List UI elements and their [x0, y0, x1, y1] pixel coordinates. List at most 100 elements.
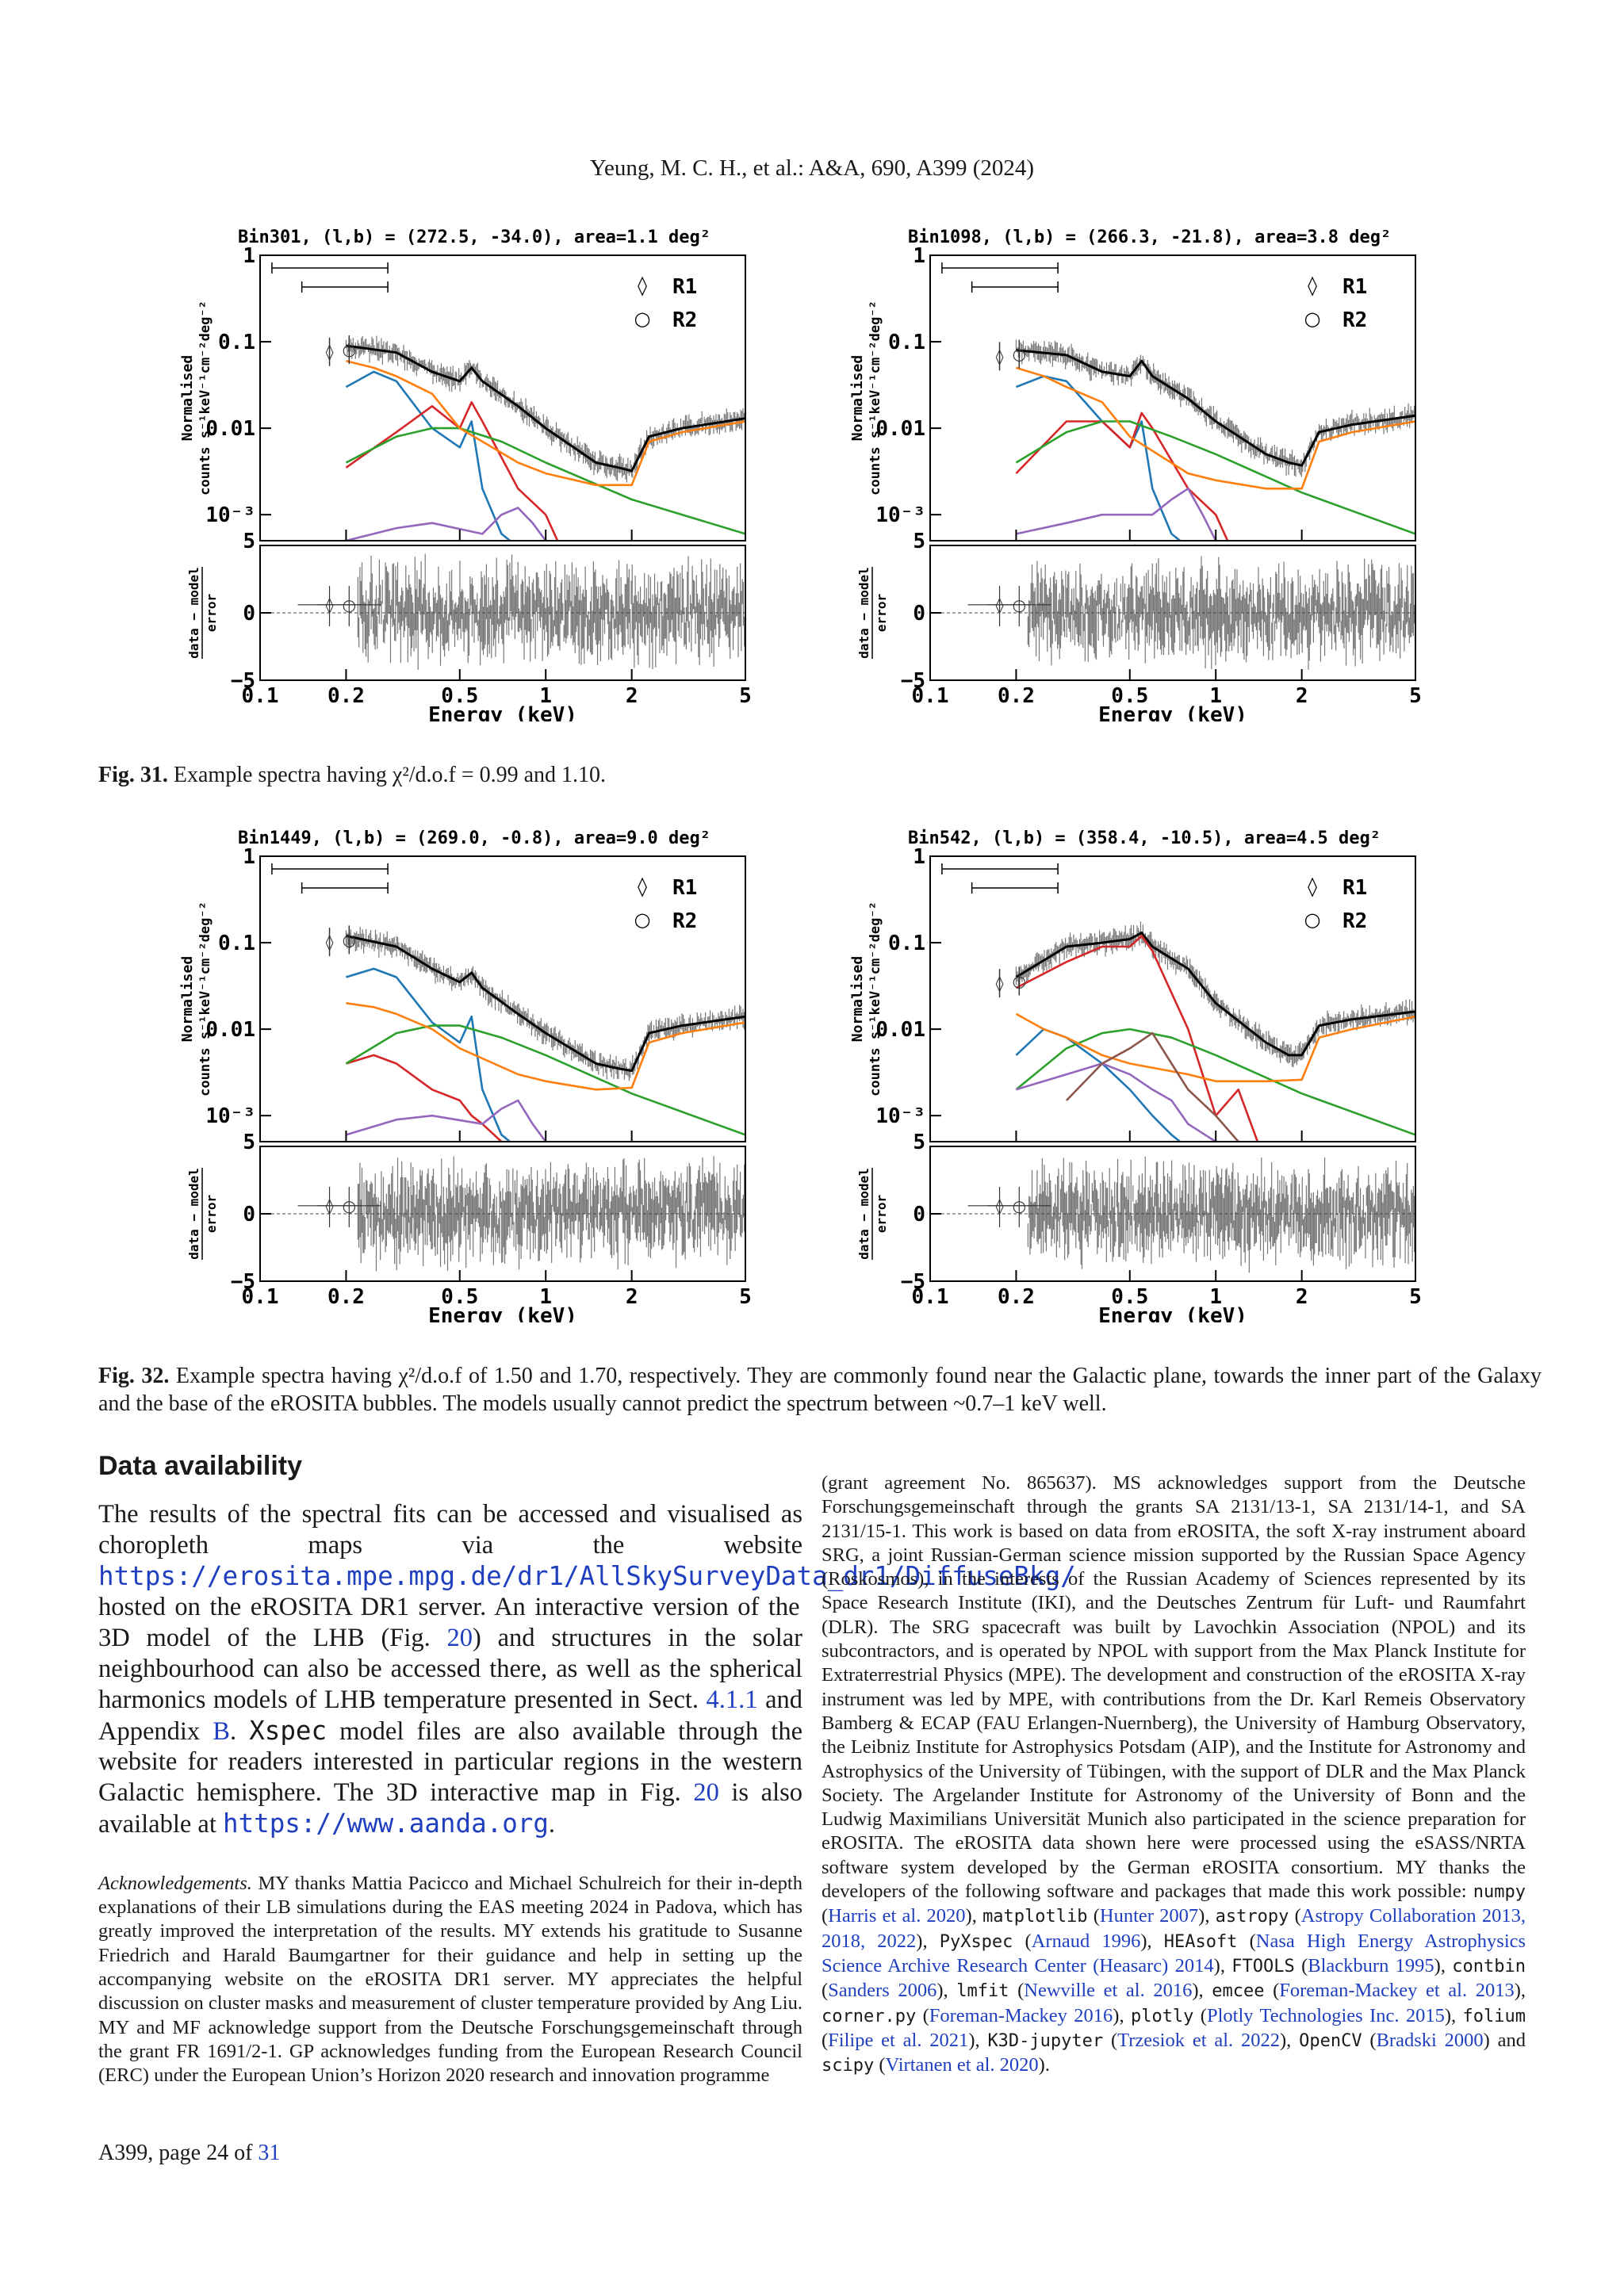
y-axis-label-res2: error: [204, 1195, 219, 1233]
y-axis-label-res2: error: [204, 594, 219, 632]
legend-r2-marker: ○: [634, 308, 651, 330]
citation-link[interactable]: Newville et al. 2016: [1024, 1980, 1193, 2002]
x-tick-label: 0.2: [327, 684, 365, 708]
fig-20-link[interactable]: 20: [446, 1624, 473, 1653]
fig-20-link-2[interactable]: 20: [693, 1778, 719, 1808]
r1-point: ◊: [326, 342, 334, 362]
software-name: FTOOLS: [1231, 1956, 1295, 1976]
spectrum-frame: [259, 855, 746, 1142]
appendix-b-link[interactable]: B: [213, 1716, 230, 1746]
model-curve-1: [346, 967, 511, 1142]
y-axis-label-top: Normalised counts s⁻¹keV⁻¹cm⁻²deg⁻²: [849, 300, 883, 496]
y-tick-label: 0: [243, 1203, 255, 1226]
running-header: Yeung, M. C. H., et al.: A&A, 690, A399 …: [589, 155, 1035, 181]
x-tick-label: 0.1: [912, 684, 949, 708]
citation-link[interactable]: Foreman-Mackey et al. 2013: [1279, 1980, 1515, 2002]
model-curves: [345, 344, 745, 541]
y-axis-label-line2: counts s⁻¹keV⁻¹cm⁻²deg⁻²: [868, 300, 883, 496]
software-list: numpy (Harris et al. 2020), matplotlib (…: [822, 1882, 1526, 2076]
spectrum-chart-bin1449: Bin1449, (l,b) = (269.0, -0.8), area=9.0…: [179, 828, 752, 1322]
x-tick-label: 2: [1296, 1285, 1308, 1309]
y-tick-label: 5: [243, 530, 255, 553]
x-tick-label: 0.1: [912, 1285, 949, 1309]
y-tick-label: 0.01: [875, 1018, 925, 1042]
r1-point: ◊: [326, 932, 334, 951]
page-total-link[interactable]: 31: [258, 2141, 281, 2165]
y-axis-label-bottom: data − model error: [186, 567, 219, 659]
x-tick-label: 5: [739, 684, 752, 708]
y-axis-label-line1: Normalised: [179, 355, 196, 441]
figure-31-caption: Fig. 31. Example spectra having χ²/d.o.f…: [98, 763, 607, 787]
model-curve-0: [346, 344, 745, 473]
y-axis-label-bottom: data − model error: [856, 567, 889, 659]
citation-link[interactable]: Trzesiok et al. 2022: [1117, 2029, 1280, 2051]
spectrum-frame: [929, 855, 1416, 1142]
y-tick-label: 0.1: [888, 932, 925, 955]
right-column: (grant agreement No. 865637). MS acknowl…: [822, 1472, 1526, 2076]
citation-link[interactable]: Arnaud 1996: [1031, 1930, 1141, 1952]
citation-link[interactable]: Blackburn 1995: [1308, 1954, 1434, 1976]
model-curve-4: [346, 360, 745, 487]
y-tick-label: 1: [243, 845, 255, 869]
data-availability-paragraph: The results of the spectral fits can be …: [98, 1500, 1076, 1839]
sect-link[interactable]: 4.1.1: [706, 1685, 758, 1714]
legend-r1-marker: ◊: [1308, 875, 1317, 897]
page-footer: A399, page 24 of 31: [98, 2141, 281, 2165]
y-tick-label: 1: [243, 244, 255, 268]
legend-r2: R2: [1342, 909, 1367, 933]
legend-r1-marker: ◊: [1308, 274, 1317, 297]
x-axis-label: Energy (keV): [428, 1304, 577, 1322]
model-curve-0: [1016, 349, 1415, 467]
r2-point: ○: [1013, 345, 1026, 364]
citation-link[interactable]: Bradski 2000: [1376, 2029, 1484, 2051]
x-tick-label: 5: [1409, 1285, 1422, 1309]
y-axis-label-top: Normalised counts s⁻¹keV⁻¹cm⁻²deg⁻²: [179, 901, 213, 1096]
citation-link[interactable]: Plotly Technologies Inc. 2015: [1206, 2004, 1445, 2026]
legend-r2: R2: [672, 308, 697, 332]
r2-residual: ○: [343, 1196, 356, 1215]
y-tick-label: 0.01: [205, 417, 255, 441]
aanda-link[interactable]: https://www.aanda.org: [223, 1808, 549, 1839]
y-axis-label-bottom: data − model error: [186, 1168, 219, 1260]
citation-link[interactable]: Foreman-Mackey 2016: [929, 2004, 1113, 2026]
data-url-link[interactable]: https://erosita.mpe.mpg.de/dr1/AllSkySur…: [98, 1560, 1076, 1591]
spectrum-panel-bin542: Bin542, (l,b) = (358.4, -10.5), area=4.5…: [813, 815, 1574, 1322]
residual-points: [1027, 1156, 1415, 1273]
citation-link[interactable]: Harris et al. 2020: [828, 1905, 966, 1927]
left-column: Data availability The results of the spe…: [98, 1451, 1076, 2087]
y-tick-label: 10⁻³: [875, 503, 925, 527]
y-tick-label: 1: [913, 244, 925, 268]
model-curve-4: [346, 1002, 745, 1091]
citation-link[interactable]: Nasa High Energy Astrophysics Science Ar…: [822, 1930, 1526, 1976]
chart-title: Bin1449, (l,b) = (269.0, -0.8), area=9.0…: [238, 828, 710, 848]
x-axis-label: Energy (keV): [428, 703, 577, 721]
x-tick-label: 1: [539, 1285, 552, 1309]
software-name: plotly: [1130, 2006, 1194, 2026]
citation-link[interactable]: Virtanen et al. 2020: [885, 2054, 1039, 2076]
software-name: numpy: [1473, 1882, 1526, 1903]
data-points: [345, 926, 745, 1081]
software-name: PyXspec: [939, 1931, 1013, 1952]
spectrum-frame: [929, 254, 1416, 541]
software-name: OpenCV: [1299, 2030, 1362, 2051]
legend-r2: R2: [1342, 308, 1367, 332]
y-tick-label: 5: [913, 1131, 925, 1154]
x-tick-label: 2: [626, 684, 638, 708]
y-tick-label: 5: [913, 530, 925, 553]
residual-points: [357, 1156, 745, 1272]
acknowledgements: Acknowledgements. MY thanks Mattia Pacic…: [98, 1872, 802, 2087]
figure-32-caption: Fig. 32. Example spectra having χ²/d.o.f…: [98, 1364, 1542, 1416]
citation-link[interactable]: Filipe et al. 2021: [828, 2029, 969, 2051]
citation-link[interactable]: Hunter 2007: [1099, 1905, 1199, 1927]
y-axis-label-res1: data − model: [186, 1168, 201, 1260]
x-tick-label: 2: [1296, 684, 1308, 708]
spectrum-panel-bin301: Bin301, (l,b) = (272.5, -34.0), area=1.1…: [143, 214, 904, 721]
citation-link[interactable]: Astropy Collaboration 2013, 2018, 2022: [822, 1905, 1526, 1952]
y-tick-label: 5: [243, 1131, 255, 1154]
citation-link[interactable]: Sanders 2006: [828, 1980, 937, 2002]
x-tick-label: 0.5: [441, 684, 478, 708]
spectrum-panel-bin1449: Bin1449, (l,b) = (269.0, -0.8), area=9.0…: [143, 815, 904, 1322]
y-tick-label: 0: [243, 602, 255, 626]
y-axis-label-line2: counts s⁻¹keV⁻¹cm⁻²deg⁻²: [868, 901, 883, 1096]
y-axis-label-res2: error: [874, 594, 889, 632]
